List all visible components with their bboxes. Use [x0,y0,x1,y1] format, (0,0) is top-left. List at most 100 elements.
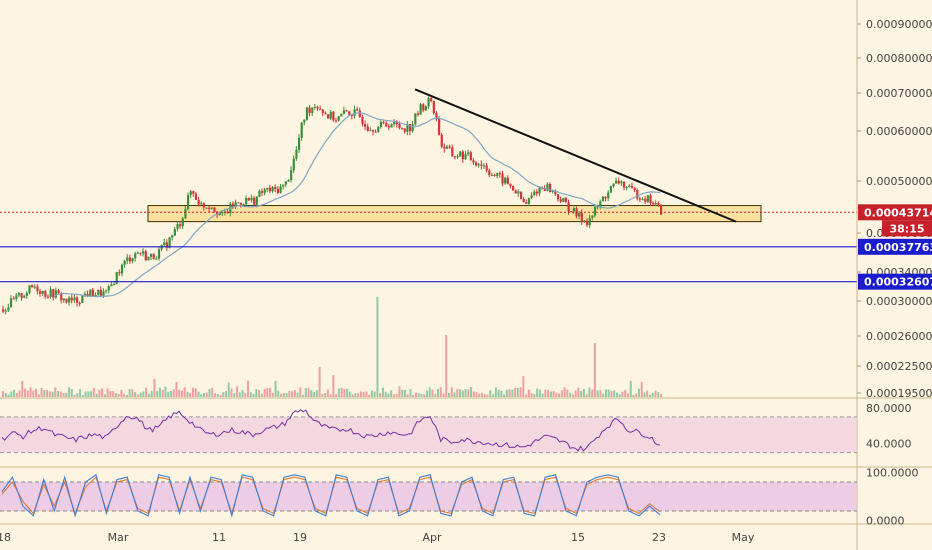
volume-bar [434,393,437,397]
candle-body [54,290,58,298]
volume-bar [337,388,340,397]
volume-bar [236,386,239,397]
candle-body [271,186,274,192]
volume-bar [258,390,261,397]
candle-body [186,195,190,209]
volume-bar [503,394,506,397]
volume-bar [29,387,32,397]
volume-bar [21,381,24,397]
volume-bar [445,335,448,397]
volume-bar [84,391,87,397]
volume-bar [288,391,291,397]
time-axis: 18 Mar 11 19 Apr 15 23 May [0,531,755,544]
candle-body [17,293,21,296]
volume-bar [346,388,349,397]
volume-bar [464,388,467,397]
volume-bar [538,389,541,397]
volume-bar [486,394,489,397]
candle-body [242,203,245,205]
volume-bar [607,389,610,397]
candle-body [290,170,293,181]
volume-bar [7,394,10,397]
volume-bar [117,393,120,397]
volume-bar [103,394,106,397]
candle-body [469,152,472,161]
candle-body [498,173,502,175]
candle-body [559,199,562,202]
volume-bar [522,376,525,397]
candle-body [165,242,169,248]
volume-bar [269,387,272,397]
volume-bar [158,387,161,397]
volume-bar [571,394,574,397]
volume-bar [368,394,371,397]
volume-bar [654,390,657,397]
candle-body [308,107,311,113]
candle-body [599,201,602,207]
volume-bar [615,392,618,397]
resistance-zone-rect [147,205,762,223]
candle-body [274,186,277,189]
volume-bar [68,387,71,397]
price-tick-label: 0.00030000 [866,295,932,308]
candle-body [4,310,7,312]
candle-body [202,203,206,208]
candle-body [134,253,137,259]
candle-body [578,212,581,217]
candle-body [28,285,31,293]
candle-body [488,170,491,176]
volume-bar [114,393,117,397]
volume-bar [43,390,46,397]
candle-body [192,191,195,194]
volume-bar [125,394,128,397]
volume-bar [70,389,73,397]
volume-bar [263,388,266,397]
candle-body [200,203,203,205]
candle-body [102,291,105,297]
candle-body [65,298,68,303]
volume-bar [425,390,428,397]
volume-bar [431,389,434,397]
candle-body [176,224,179,230]
candle-body [89,289,92,297]
volume-bar [505,389,508,397]
candle-body [15,295,18,299]
candle-body [194,193,198,200]
volume-bar [637,388,640,397]
volume-bar [497,389,500,397]
candle-body [245,197,248,204]
candle-body [253,197,256,205]
candle-body [625,187,628,189]
candle-body [210,207,213,209]
candle-body [348,111,351,115]
volume-bar [409,389,412,397]
volume-bar [227,382,230,397]
volume-bar [51,391,54,397]
candle-body [638,198,642,200]
time-tick-label: 23 [652,531,666,544]
volume-bar [563,387,566,397]
volume-bar [533,394,536,397]
volume-bar [304,388,307,397]
candle-body [525,202,528,204]
candle-body [533,191,536,196]
candle-body [427,98,430,107]
volume-bar [296,392,299,397]
volume-bar [569,392,572,397]
volume-bar [48,391,51,397]
candle-body [136,252,139,254]
candle-body [78,302,81,304]
candle-body [615,180,618,184]
candle-body [329,111,332,119]
candle-body [374,131,377,133]
volume-bar [87,391,90,397]
candle-body [652,203,655,205]
volume-bar [566,389,569,397]
candle-body [506,177,509,184]
volume-bar [73,394,76,397]
candle-body [258,191,261,197]
candle-body [73,297,76,301]
volume-bar [373,391,376,397]
